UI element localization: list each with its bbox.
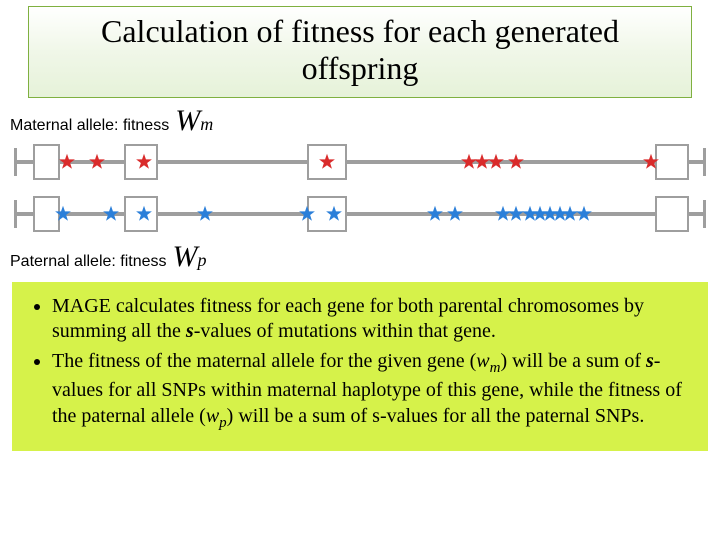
gene-box [655, 196, 689, 232]
maternal-label-row: Maternal allele: fitness Wm [10, 104, 720, 138]
snp-star-icon [54, 205, 72, 223]
paternal-chromosome [10, 192, 710, 238]
snp-star-icon [318, 153, 336, 171]
snp-star-icon [642, 153, 660, 171]
explanation-list: MAGE calculates fitness for each gene fo… [28, 294, 692, 433]
paternal-label: Paternal allele: fitness [10, 253, 167, 271]
chrom-track [16, 160, 704, 164]
snp-star-icon [298, 205, 316, 223]
snp-star-icon [58, 153, 76, 171]
paternal-label-row: Paternal allele: fitness Wp [10, 240, 720, 274]
snp-star-icon [196, 205, 214, 223]
snp-star-icon [446, 205, 464, 223]
gene-box [33, 144, 60, 180]
snp-star-icon [575, 205, 593, 223]
snp-star-icon [487, 153, 505, 171]
chrom-end-tick [14, 148, 17, 176]
explanation-box: MAGE calculates fitness for each gene fo… [12, 282, 708, 451]
maternal-chromosome [10, 140, 710, 186]
maternal-label: Maternal allele: fitness [10, 117, 169, 135]
maternal-subscript: m [200, 114, 213, 135]
page-title: Calculation of fitness for each generate… [39, 13, 681, 87]
snp-star-icon [426, 205, 444, 223]
chrom-end-tick [703, 148, 706, 176]
explanation-item: MAGE calculates fitness for each gene fo… [52, 294, 692, 345]
explanation-item: The fitness of the maternal allele for t… [52, 349, 692, 433]
snp-star-icon [88, 153, 106, 171]
snp-star-icon [135, 205, 153, 223]
maternal-symbol: W [175, 104, 200, 138]
snp-star-icon [135, 153, 153, 171]
snp-star-icon [325, 205, 343, 223]
chrom-end-tick [14, 200, 17, 228]
paternal-symbol: W [173, 240, 198, 274]
snp-star-icon [102, 205, 120, 223]
chrom-end-tick [703, 200, 706, 228]
snp-star-icon [507, 153, 525, 171]
title-box: Calculation of fitness for each generate… [28, 6, 692, 98]
paternal-subscript: p [198, 250, 207, 271]
